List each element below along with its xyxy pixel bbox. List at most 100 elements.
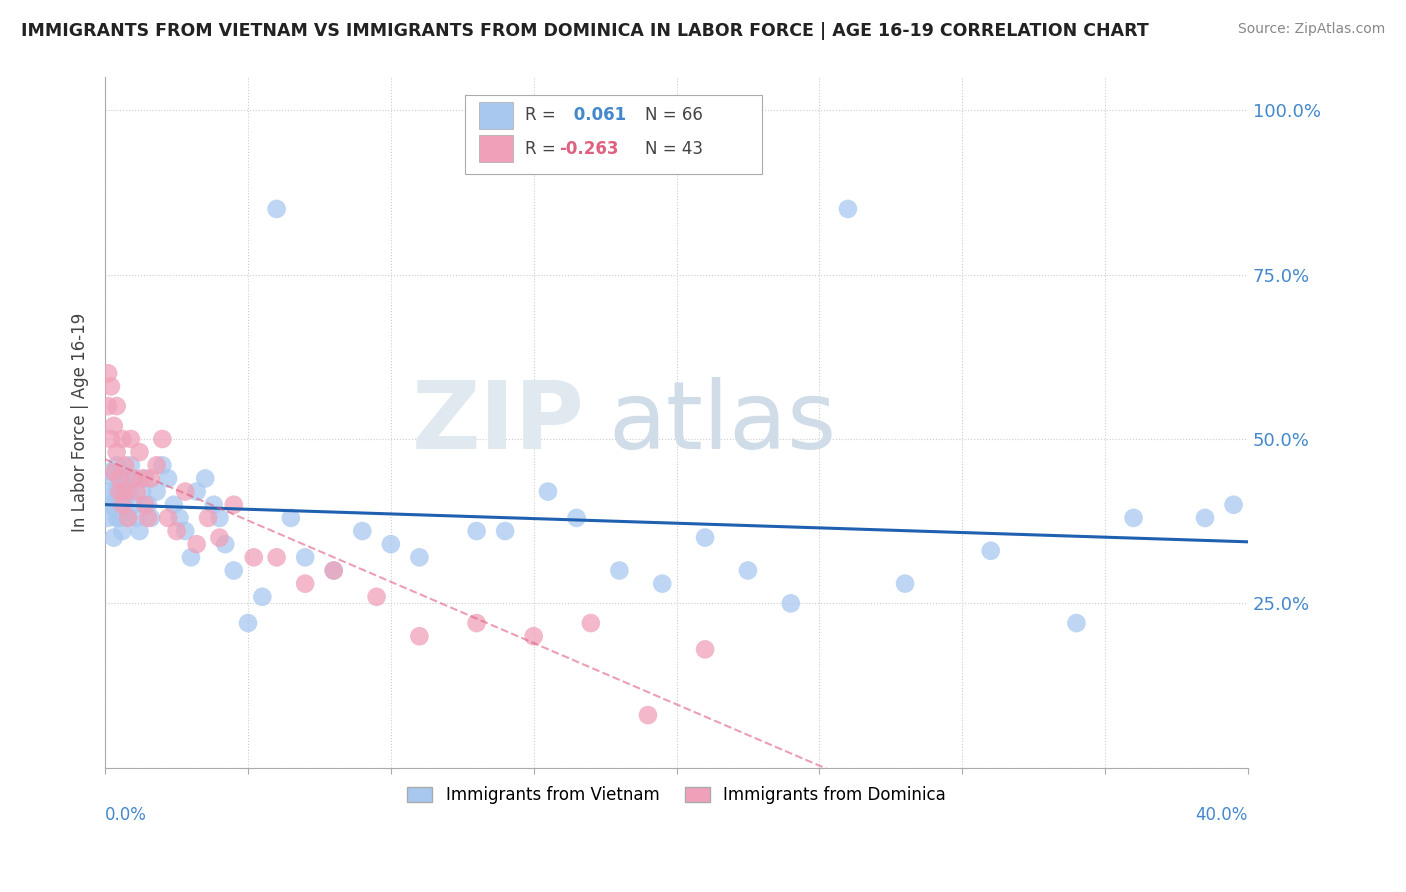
Point	[131, 484, 153, 499]
Text: IMMIGRANTS FROM VIETNAM VS IMMIGRANTS FROM DOMINICA IN LABOR FORCE | AGE 16-19 C: IMMIGRANTS FROM VIETNAM VS IMMIGRANTS FR…	[21, 22, 1149, 40]
Point	[537, 484, 560, 499]
Point	[117, 511, 139, 525]
Point	[157, 511, 180, 525]
Point	[117, 511, 139, 525]
Point	[128, 524, 150, 538]
Point	[163, 498, 186, 512]
Text: -0.263: -0.263	[558, 139, 619, 158]
Point	[117, 484, 139, 499]
Point	[111, 498, 134, 512]
Text: atlas: atlas	[607, 376, 837, 468]
Point	[108, 471, 131, 485]
Text: R =: R =	[524, 106, 561, 124]
Point	[222, 564, 245, 578]
Point	[408, 629, 430, 643]
Point	[100, 379, 122, 393]
Point	[105, 445, 128, 459]
Point	[523, 629, 546, 643]
Point	[125, 511, 148, 525]
Point	[737, 564, 759, 578]
Point	[174, 484, 197, 499]
Point	[134, 471, 156, 485]
Point	[103, 531, 125, 545]
Point	[266, 550, 288, 565]
Point	[122, 471, 145, 485]
Point	[166, 524, 188, 538]
Point	[242, 550, 264, 565]
Point	[108, 484, 131, 499]
Point	[186, 484, 208, 499]
Point	[150, 432, 173, 446]
Point	[609, 564, 631, 578]
Point	[100, 484, 122, 499]
Point	[103, 418, 125, 433]
Point	[157, 471, 180, 485]
Point	[103, 465, 125, 479]
Point	[111, 432, 134, 446]
Point	[111, 524, 134, 538]
Point	[1194, 511, 1216, 525]
Point	[108, 511, 131, 525]
Point	[108, 471, 131, 485]
Point	[131, 471, 153, 485]
Point	[111, 484, 134, 499]
Point	[136, 511, 159, 525]
Point	[980, 543, 1002, 558]
Point	[103, 498, 125, 512]
Point	[651, 576, 673, 591]
Point	[294, 550, 316, 565]
Point	[322, 564, 344, 578]
Point	[122, 471, 145, 485]
Point	[366, 590, 388, 604]
Point	[280, 511, 302, 525]
Point	[222, 498, 245, 512]
Point	[139, 471, 162, 485]
Point	[128, 445, 150, 459]
Point	[565, 511, 588, 525]
Bar	[479, 103, 513, 128]
Point	[150, 458, 173, 473]
Point	[197, 511, 219, 525]
Point	[779, 596, 801, 610]
Point	[252, 590, 274, 604]
Text: 40.0%: 40.0%	[1195, 805, 1249, 823]
Point	[105, 511, 128, 525]
Text: ZIP: ZIP	[412, 376, 585, 468]
Point	[1066, 616, 1088, 631]
Text: 0.0%: 0.0%	[105, 805, 148, 823]
Point	[322, 564, 344, 578]
Point	[174, 524, 197, 538]
Point	[100, 432, 122, 446]
Point	[105, 458, 128, 473]
Point	[693, 531, 716, 545]
Point	[180, 550, 202, 565]
Point	[380, 537, 402, 551]
Point	[637, 708, 659, 723]
Text: N = 43: N = 43	[644, 139, 703, 158]
Point	[294, 576, 316, 591]
Legend: Immigrants from Vietnam, Immigrants from Dominica: Immigrants from Vietnam, Immigrants from…	[401, 780, 952, 811]
Point	[97, 511, 120, 525]
Point	[352, 524, 374, 538]
Point	[186, 537, 208, 551]
Point	[145, 458, 167, 473]
Point	[134, 498, 156, 512]
Point	[465, 524, 488, 538]
Text: Source: ZipAtlas.com: Source: ZipAtlas.com	[1237, 22, 1385, 37]
Point	[97, 498, 120, 512]
Point	[97, 399, 120, 413]
Point	[693, 642, 716, 657]
Point	[408, 550, 430, 565]
Point	[105, 484, 128, 499]
Point	[114, 498, 136, 512]
Point	[114, 484, 136, 499]
Point	[139, 511, 162, 525]
Text: 0.061: 0.061	[568, 106, 626, 124]
Point	[97, 366, 120, 380]
Point	[579, 616, 602, 631]
Bar	[479, 136, 513, 161]
Point	[1122, 511, 1144, 525]
Point	[145, 484, 167, 499]
Point	[194, 471, 217, 485]
Point	[837, 202, 859, 216]
